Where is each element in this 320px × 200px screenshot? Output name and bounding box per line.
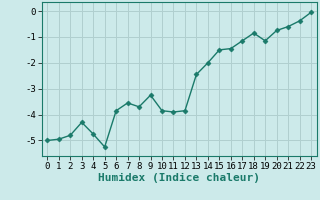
X-axis label: Humidex (Indice chaleur): Humidex (Indice chaleur)	[98, 173, 260, 183]
